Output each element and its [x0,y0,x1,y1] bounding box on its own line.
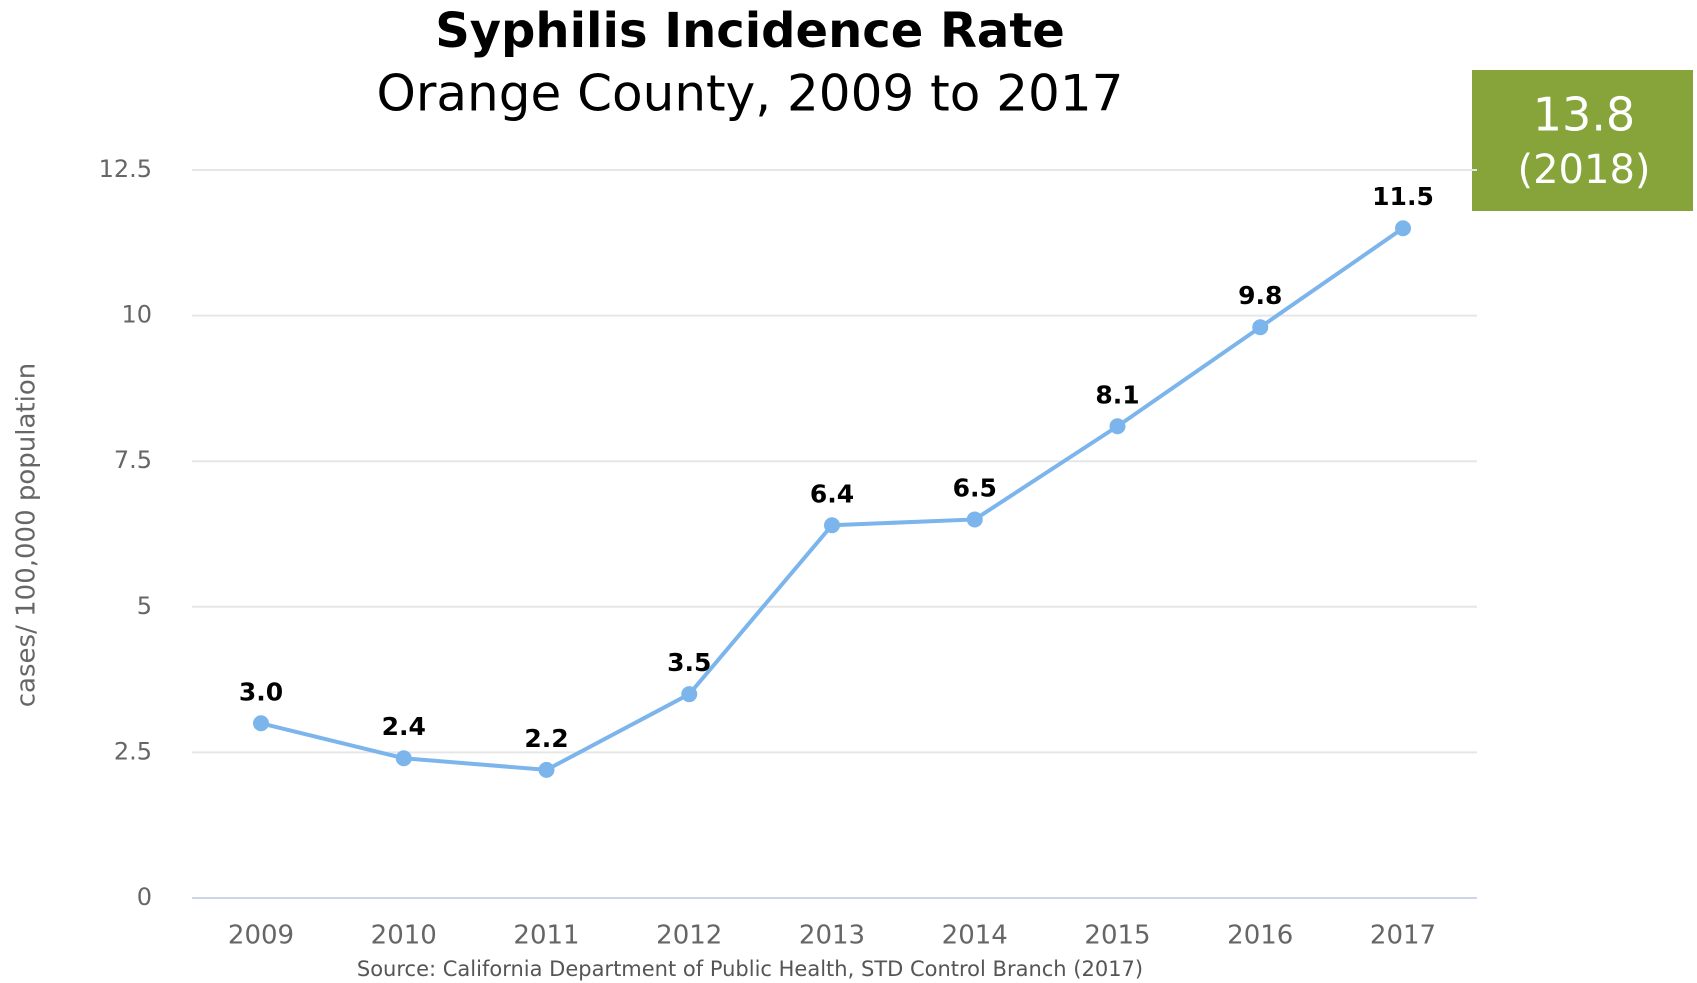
point [1252,319,1269,336]
x-tick-label: 2016 [1227,921,1293,951]
y-tick-label: 10 [121,301,152,329]
y-tick-label: 0 [137,883,152,911]
chart-title: Syphilis Incidence Rate [435,3,1065,59]
y-tick-label: 12.5 [99,155,152,183]
y-tick-label: 2.5 [114,737,152,765]
data-label: 8.1 [1095,380,1139,409]
y-tick-label: 5 [137,592,152,620]
data-label: 2.4 [382,712,426,741]
callout-label: (2018) [1517,147,1650,193]
x-tick-label: 2015 [1084,921,1150,951]
point [1109,418,1126,435]
chart-subtitle: Orange County, 2009 to 2017 [377,65,1124,123]
callout-value: 13.8 [1533,88,1635,142]
data-label: 11.5 [1372,182,1434,211]
x-tick-label: 2014 [942,921,1008,951]
y-tick-label: 7.5 [114,446,152,474]
data-label: 6.5 [953,473,997,502]
data-label: 9.8 [1238,281,1282,310]
x-tick-label: 2012 [656,921,722,951]
point [1395,220,1411,237]
point [253,715,269,732]
data-label: 3.5 [667,648,711,677]
point [824,517,840,534]
point [538,761,555,778]
x-tick-label: 2017 [1370,921,1436,951]
callout-box [1472,70,1693,211]
point [966,511,983,528]
x-tick-label: 2010 [371,921,437,951]
x-tick-label: 2013 [799,921,865,951]
data-label: 2.2 [524,724,568,753]
point [681,686,698,703]
x-tick-label: 2009 [228,921,294,951]
data-label: 6.4 [810,479,854,508]
source-note: Source: California Department of Public … [357,957,1143,981]
data-label: 3.0 [239,677,283,706]
point [395,750,412,767]
x-tick-label: 2011 [513,921,579,951]
y-axis-label: cases/ 100,000 population [12,363,42,707]
